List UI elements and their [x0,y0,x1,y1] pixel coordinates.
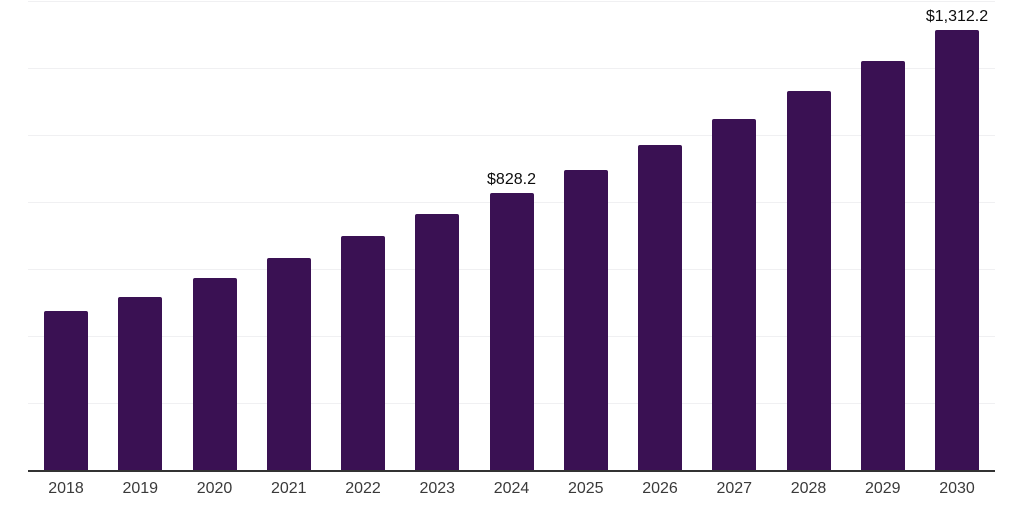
bar-2022[interactable] [341,235,385,470]
bar-slot-2030: $1,312.2 [926,1,988,470]
bar-value-label-2030: $1,312.2 [925,8,989,26]
bar-slot-2024: $828.2 [487,1,536,470]
bar-2021[interactable] [266,258,311,470]
x-tick-label-2022: 2022 [345,480,381,497]
bar-slot-2020 [192,1,237,470]
bar-slot-2028 [786,1,831,470]
bar-slot-2027 [712,1,757,470]
x-tick-label-2030: 2030 [939,480,975,497]
bar-2026[interactable] [638,144,682,470]
x-tick-label-2018: 2018 [48,480,84,497]
bar-slot-2026 [638,1,682,470]
x-tick-label-2019: 2019 [122,480,159,497]
bar-2018[interactable] [44,311,88,470]
x-tick-label-2029: 2029 [864,480,901,497]
x-axis: 2018 2019 2020 2021 2022 2023 2024 2025 2026 2027… [28,479,995,498]
bar-slot-2023 [415,1,460,470]
bar-2027[interactable] [712,119,757,470]
x-tick-label-2020: 2020 [196,480,233,497]
bar-2028[interactable] [786,91,831,470]
bar-slot-2021 [266,1,311,470]
bar-value-label-2024: $828.2 [487,170,536,188]
bars-container: $828.2 $1,312.2 [28,1,995,470]
bar-slot-2025 [563,1,608,470]
bar-2020[interactable] [192,278,237,470]
bar-slot-2018 [44,1,88,470]
x-tick-label-2027: 2027 [716,480,753,497]
bar-2025[interactable] [563,169,608,470]
x-tick-label-2021: 2021 [270,480,307,497]
bar-2029[interactable] [860,61,905,470]
bar-slot-2022 [341,1,385,470]
x-tick-label-2028: 2028 [790,480,827,497]
bar-2023[interactable] [415,214,460,470]
bar-slot-2019 [118,1,163,470]
x-tick-label-2025: 2025 [567,480,604,497]
bar-2024[interactable] [489,192,534,470]
x-tick-label-2026: 2026 [642,480,678,497]
plot-area: $828.2 $1,312.2 [28,1,995,472]
bar-2019[interactable] [118,296,163,470]
bar-slot-2029 [860,1,905,470]
bar-2030[interactable] [935,30,979,470]
x-tick-label-2023: 2023 [419,480,456,497]
x-tick-label-2024: 2024 [493,480,530,497]
